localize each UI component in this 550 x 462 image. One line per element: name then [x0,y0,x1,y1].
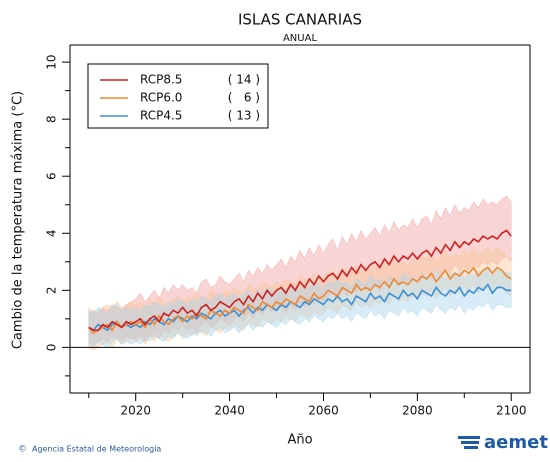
x-tick-label: 2080 [402,404,433,418]
logo-stripe [464,446,478,449]
y-tick-label: 0 [45,344,59,352]
logo: aemet [484,432,548,453]
plot-area [70,195,530,351]
y-tick-label: 4 [45,229,59,237]
y-tick-label: 6 [45,172,59,180]
legend-label: RCP6.0 [140,91,182,105]
y-axis-label: Cambio de la temperatura máxima (°C) [11,91,26,349]
y-tick-label: 8 [45,115,59,123]
legend-box [87,63,269,129]
chart-subtitle: ANUAL [283,33,317,44]
legend-members: ( 14 ) [228,73,260,87]
legend-members: ( 6 ) [228,91,260,105]
chart-title: ISLAS CANARIAS [238,11,362,29]
legend-label: RCP8.5 [140,73,182,87]
logo-stripe [461,441,479,444]
x-axis-label: Año [287,433,312,448]
legend-members: ( 13 ) [228,109,260,123]
logo-stripe [458,436,480,439]
x-tick-label: 2060 [308,404,339,418]
series-line [88,266,512,335]
x-tick-label: 2100 [496,404,527,418]
copyright-symbol: © [18,445,27,455]
logo-mark [458,436,480,449]
y-tick-label: 2 [45,286,59,294]
x-tick-label: 2020 [120,404,151,418]
footer: Agencia Estatal de Meteorología [32,445,161,454]
plot-frame [69,44,531,394]
series-line [88,229,512,332]
x-tick-label: 2040 [214,404,245,418]
legend: RCP8.5 ( 14 ) RCP6.0 ( 6 ) RCP4.5 ( 13 ) [87,63,269,129]
y-tick-label: 10 [45,54,59,69]
legend-label: RCP4.5 [140,109,182,123]
